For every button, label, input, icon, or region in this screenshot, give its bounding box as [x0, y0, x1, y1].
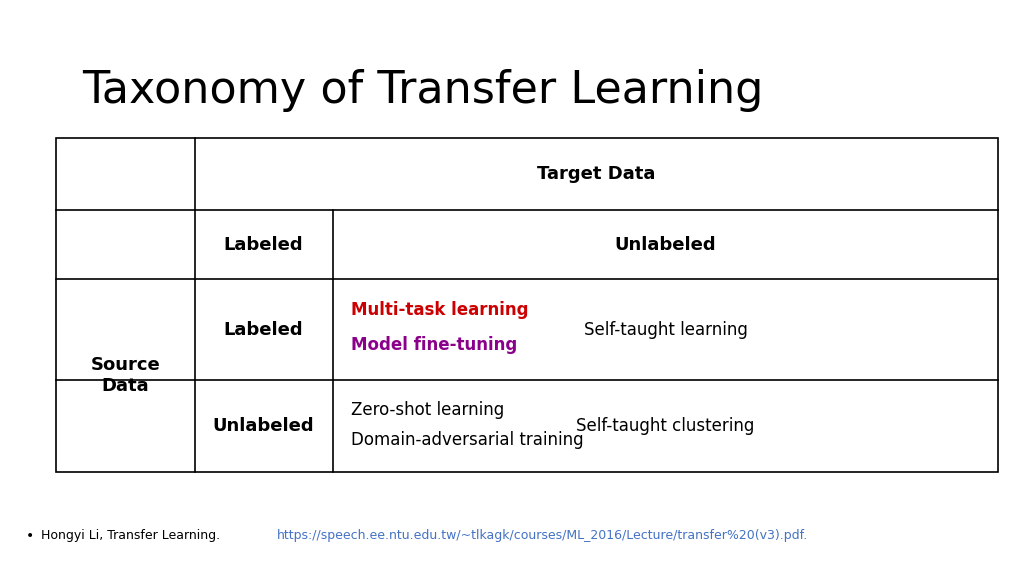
Text: https://speech.ee.ntu.edu.tw/~tlkagk/courses/ML_2016/Lecture/transfer%20(v3).pdf: https://speech.ee.ntu.edu.tw/~tlkagk/cou… — [278, 529, 809, 542]
Text: Zero-shot learning: Zero-shot learning — [351, 401, 505, 419]
Text: Taxonomy of Transfer Learning: Taxonomy of Transfer Learning — [82, 69, 763, 112]
Text: Model fine-tuning: Model fine-tuning — [351, 336, 517, 354]
Text: Unlabeled: Unlabeled — [614, 236, 717, 254]
Text: Hongyi Li, Transfer Learning.: Hongyi Li, Transfer Learning. — [41, 529, 224, 542]
Text: •: • — [26, 529, 34, 543]
Text: Multi-task learning: Multi-task learning — [351, 301, 528, 319]
Bar — [56, 138, 998, 472]
Text: Source
Data: Source Data — [90, 357, 161, 395]
Text: Target Data: Target Data — [538, 165, 655, 183]
Text: Labeled: Labeled — [224, 236, 303, 254]
Text: Labeled: Labeled — [224, 321, 303, 339]
Text: Unlabeled: Unlabeled — [213, 417, 314, 435]
Text: Domain-adversarial training: Domain-adversarial training — [351, 431, 584, 449]
Text: Self-taught learning: Self-taught learning — [584, 321, 748, 339]
Text: Self-taught clustering: Self-taught clustering — [577, 417, 755, 435]
